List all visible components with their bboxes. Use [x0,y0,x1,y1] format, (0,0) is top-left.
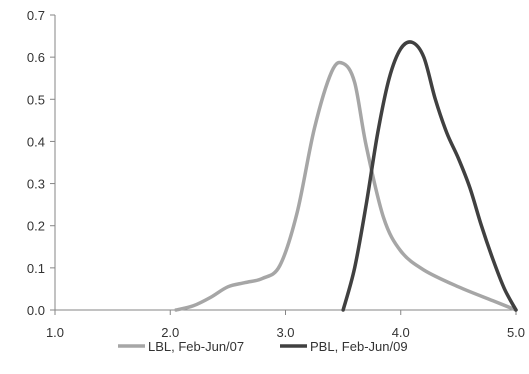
y-tick-label: 0.3 [27,177,45,192]
y-tick-label: 0.5 [27,92,45,107]
y-tick-label: 0.6 [27,50,45,65]
series-line-1 [341,40,518,312]
series-group [174,40,518,312]
x-tick-label: 4.0 [392,325,410,340]
x-tick-label: 3.0 [276,325,294,340]
y-tick-label: 0.1 [27,261,45,276]
legend-label-0: LBL, Feb-Jun/07 [148,339,244,354]
x-tick-label: 1.0 [46,325,64,340]
y-tick-label: 0.2 [27,219,45,234]
series-line-0 [174,60,518,312]
x-tick-label: 5.0 [507,325,525,340]
y-tick-label: 0.0 [27,303,45,318]
axes: 0.0 0.1 0.2 0.3 0.4 0.5 0.6 0.7 1.0 2.0 3.0 4.0 5.0 [27,8,525,340]
y-tick-label: 0.7 [27,8,45,23]
legend: LBL, Feb-Jun/07 PBL, Feb-Jun/09 [118,339,408,354]
y-tick-label: 0.4 [27,134,45,149]
legend-label-1: PBL, Feb-Jun/09 [310,339,408,354]
x-tick-label: 2.0 [161,325,179,340]
